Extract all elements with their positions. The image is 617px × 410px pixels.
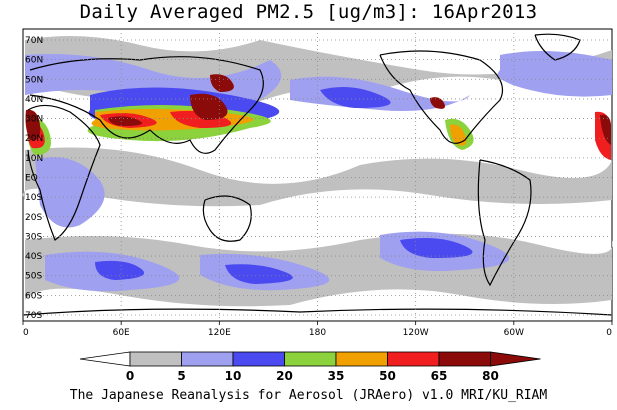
lon-tick-label: 0 <box>606 328 612 338</box>
coastlines <box>22 33 613 316</box>
colorbar-break-label: 80 <box>482 369 499 383</box>
lat-tick-label: EQ <box>25 174 38 184</box>
lat-tick-label: 40S <box>25 252 42 262</box>
lat-tick-label: 60N <box>25 56 43 66</box>
lat-tick-label: 50N <box>25 75 43 85</box>
graticule <box>22 29 613 325</box>
lon-tick-label: 120E <box>208 328 231 338</box>
lightblue-atlantic-north <box>498 51 612 97</box>
lat-tick-label: 60S <box>25 291 42 301</box>
colorbar-high-arrow <box>490 351 541 367</box>
colorbar-segment <box>181 351 234 367</box>
lon-tick-label: 0 <box>23 328 29 338</box>
blue-core-north-pacific <box>320 86 391 108</box>
darkred-us <box>430 97 445 109</box>
coastline-north-america <box>379 50 504 144</box>
grey-band-tropics <box>22 147 612 207</box>
longitude-labels: 0 60E 120E 180 120W 60W 0 <box>23 328 612 338</box>
lon-tick-label: 180 <box>309 328 326 338</box>
lon-tick-label: 60W <box>504 328 524 338</box>
lat-tick-label: 10N <box>25 154 43 164</box>
map-title: Daily Averaged PM2.5 [ug/m3]: 16Apr2013 <box>79 1 538 23</box>
lat-tick-label: 30N <box>25 115 43 125</box>
colorbar-break-label: 0 <box>126 369 134 383</box>
colorbar-break-label: 35 <box>328 369 345 383</box>
colorbar-labels: 0 5 10 20 35 50 65 80 <box>126 369 499 383</box>
lon-tick-label: 120W <box>403 328 429 338</box>
blue-core-south-pacific <box>400 238 473 258</box>
lat-tick-label: 10S <box>25 193 42 203</box>
coastline-antarctica <box>22 308 613 316</box>
colorbar-break-label: 50 <box>379 369 396 383</box>
darkred-caribbean <box>600 114 611 145</box>
lat-tick-label: 70S <box>25 311 42 321</box>
darkred-india <box>108 116 143 126</box>
colorbar-break-label: 20 <box>276 369 293 383</box>
latitude-labels: 70N 60N 50N 40N 30N 20N 10N EQ 10S 20S 30S 40S 50S 60… <box>25 36 43 321</box>
colorbar-low-arrow <box>79 351 131 367</box>
colorbar-break-label: 65 <box>431 369 448 383</box>
orange-mexico <box>450 124 467 146</box>
darkred-west-africa <box>25 109 41 141</box>
colorbar-segment <box>387 351 440 367</box>
coastline-australia <box>202 195 252 242</box>
lightblue-africa <box>35 157 105 228</box>
lat-tick-label: 20S <box>25 213 42 223</box>
colorbar-segment <box>335 351 388 367</box>
lat-tick-label: 20N <box>25 134 43 144</box>
colorbar-segment <box>129 351 182 367</box>
pm25-field <box>22 36 613 307</box>
blue-core-south-atlantic <box>95 260 145 280</box>
colorbar-break-label: 10 <box>225 369 242 383</box>
darkred-china <box>190 93 228 120</box>
coastline-africa <box>27 104 101 241</box>
lat-tick-label: 30S <box>25 232 42 242</box>
blue-core-south-indian <box>225 264 293 284</box>
colorbar-segment <box>284 351 337 367</box>
lat-tick-label: 70N <box>25 36 43 46</box>
darkred-mongolia <box>210 74 234 92</box>
colorbar-segment <box>232 351 285 367</box>
lat-tick-label: 40N <box>25 95 43 105</box>
credit-line: The Japanese Reanalysis for Aerosol (JRA… <box>69 388 548 403</box>
coastline-eurasia <box>29 56 264 154</box>
colorbar <box>79 351 541 367</box>
colorbar-segment <box>438 351 491 367</box>
lon-tick-label: 60E <box>113 328 130 338</box>
coastline-greenland <box>534 33 581 61</box>
coastline-south-america <box>477 159 532 287</box>
colorbar-break-label: 5 <box>177 369 185 383</box>
lat-tick-label: 50S <box>25 272 42 282</box>
